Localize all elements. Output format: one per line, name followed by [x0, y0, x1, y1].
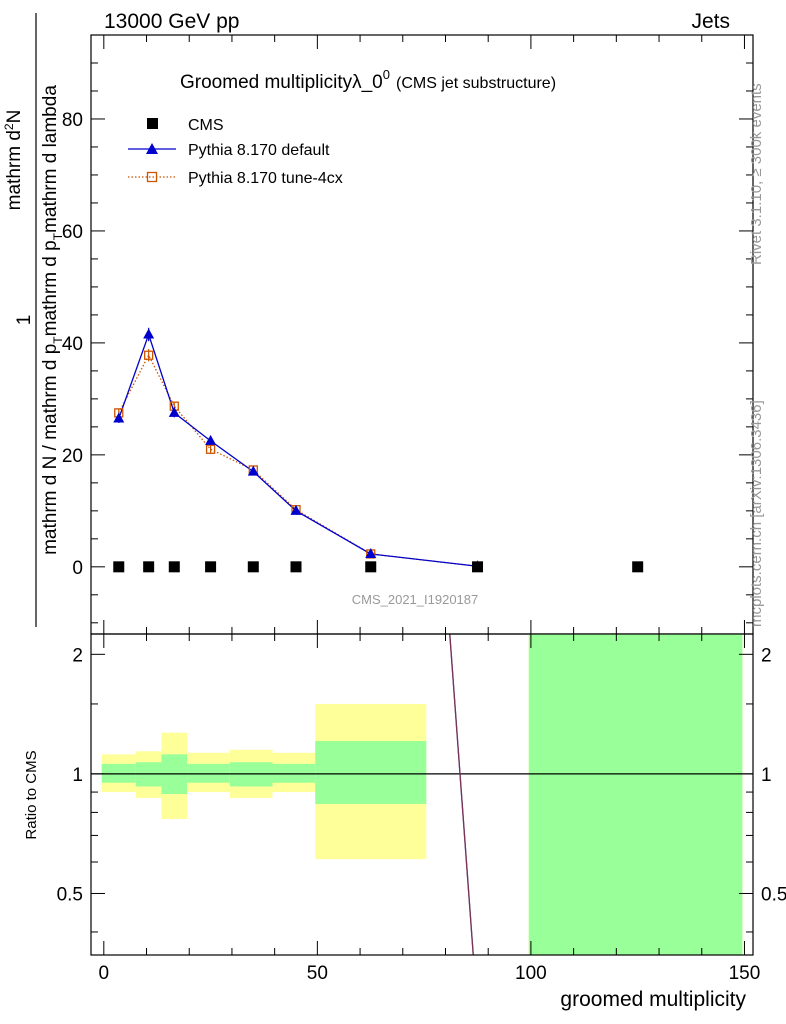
cms-point — [472, 561, 484, 573]
legend: CMS Pythia 8.170 default Pythia 8.170 tu… — [128, 117, 343, 187]
data-point — [113, 412, 125, 423]
ratio-y-tick-label-right: 1 — [761, 765, 772, 786]
main-y-tick-label: 0 — [72, 558, 83, 579]
uncertainty-band-inner — [101, 763, 136, 783]
ratio-y-tick-label: 1 — [72, 765, 83, 786]
uncertainty-band-inner — [315, 741, 427, 804]
y-label-top: 1 — [14, 315, 35, 326]
x-axis-label: groomed multiplicity — [560, 988, 746, 1011]
main-y-tick-label: 20 — [62, 446, 83, 467]
data-point — [290, 504, 302, 515]
ratio-y-label: Ratio to CMS — [23, 750, 40, 839]
main-y-tick-label: 60 — [62, 222, 83, 243]
legend-marker-cms — [147, 118, 158, 129]
chart-title: Groomed multiplicityλ_00 (CMS jet substru… — [180, 67, 556, 93]
legend-label-default: Pythia 8.170 default — [188, 142, 330, 159]
source-note: mcplots.cern.ch [arXiv:1306.3436] — [748, 400, 765, 627]
x-tick-label: 150 — [729, 963, 761, 984]
main-y-label: 1 mathrm d2N mathrm d N / mathrm d pTmat… — [2, 13, 65, 627]
energy-label: 13000 GeV pp — [104, 10, 239, 33]
category-label: Jets — [691, 10, 730, 33]
cms-point — [113, 561, 125, 573]
analysis-label: CMS_2021_I1920187 — [352, 592, 479, 607]
main-y-ticks: 0 20 40 60 80 — [62, 35, 753, 634]
cms-point — [247, 561, 259, 573]
ratio-frame — [90, 633, 754, 956]
main-y-tick-label: 40 — [62, 334, 83, 355]
legend-label-cms: CMS — [188, 117, 224, 134]
y-label-numerator: mathrm d2N — [2, 110, 25, 211]
data-point — [365, 547, 377, 558]
x-tick-label: 100 — [515, 963, 547, 984]
ratio-panel: 0.5 0.5 1 1 2 2 0 50 100 150 Ratio to CMS groome… — [23, 633, 786, 1011]
x-tick-label: 0 — [99, 963, 110, 984]
ratio-y-tick-label: 0.5 — [57, 884, 83, 905]
uncertainty-band-inner — [528, 634, 743, 955]
data-point — [144, 350, 154, 360]
data-point — [205, 444, 216, 454]
y-label-denominator: mathrm d N / mathrm d pTmathrm d pTmathr… — [40, 85, 65, 555]
series-line — [118, 353, 478, 567]
chart-title-sub: (CMS jet substructure) — [396, 75, 556, 92]
uncertainty-band-inner — [272, 763, 316, 783]
rivet-note: Rivet 3.1.10, ≥ 300k events — [748, 83, 765, 265]
x-ticks: 0 50 100 150 — [99, 634, 761, 984]
ratio-y-ticks: 0.5 0.5 1 1 2 2 — [57, 645, 786, 933]
chart-title-main: Groomed multiplicityλ_0 — [180, 72, 383, 93]
ratio-y-tick-label-right: 0.5 — [761, 884, 786, 905]
chart-title-sup: 0 — [383, 67, 390, 82]
data-point — [143, 328, 155, 339]
ratio-y-tick-label: 2 — [72, 645, 83, 666]
uncertainty-band-inner — [187, 763, 230, 783]
cms-point — [365, 561, 377, 573]
cms-point — [205, 561, 217, 573]
data-point — [205, 434, 217, 445]
x-tick-label: 50 — [307, 963, 328, 984]
cms-point — [168, 561, 180, 573]
cms-point — [143, 561, 155, 573]
main-y-tick-label: 80 — [62, 110, 83, 131]
legend-marker-tune — [146, 171, 158, 183]
cms-point — [290, 561, 302, 573]
cms-point — [632, 561, 644, 573]
legend-marker-default — [146, 143, 158, 154]
series-line — [118, 332, 478, 567]
data-point — [168, 406, 180, 417]
legend-label-tune: Pythia 8.170 tune-4cx — [188, 170, 343, 187]
data-point — [247, 465, 259, 476]
ratio-y-tick-label-right: 2 — [761, 645, 772, 666]
ratio-series-line — [449, 633, 474, 956]
